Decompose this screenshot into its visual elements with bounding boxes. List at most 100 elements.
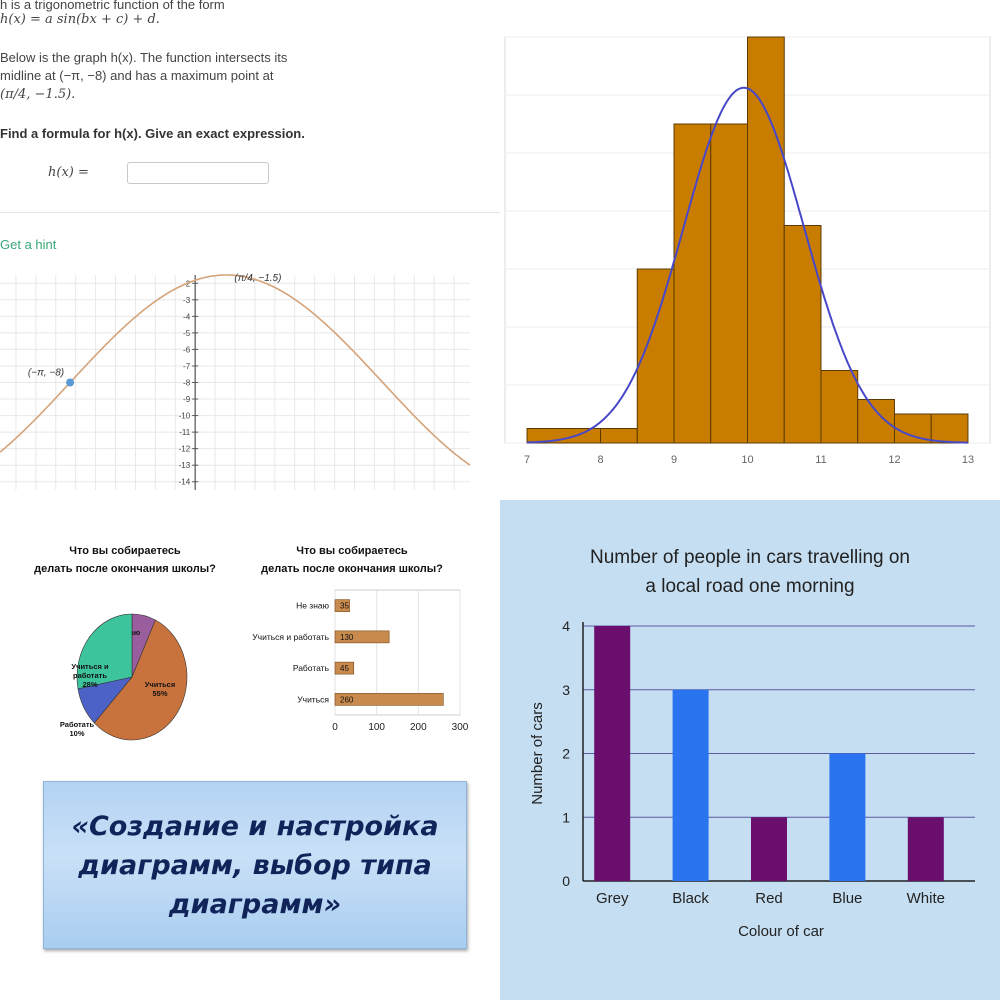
histogram-bar [673,123,712,444]
x-tick-label: Grey [596,890,629,907]
survey-charts: Что вы собираетесь делать после окончания… [34,545,469,741]
hbar-title-line-2: делать после окончания школы? [261,563,443,575]
cars-chart-panel: Number of people in cars travelling on a … [500,500,1000,1000]
question-prompt: Find a formula for h(x). Give an exact e… [0,126,305,141]
y-tick-label: -11 [179,428,191,437]
y-tick-label: 1 [562,809,570,825]
hbar-tick-label: 100 [368,722,385,733]
histogram-bar [857,399,895,444]
chart-title-line-2: a local road one morning [645,576,854,597]
hbar-bar [334,599,350,612]
x-tick-label: 12 [888,454,900,466]
hbar-category-label: Не знаю [296,601,330,611]
histogram-bar [820,370,859,444]
y-axis-label: Number of cars [529,702,546,805]
banner-text: «Создание и настройка диаграмм, выбор ти… [71,810,439,920]
pie-label: работать [73,671,107,680]
x-tick-label: 13 [962,454,974,466]
bar-blue [829,753,866,881]
histogram-bar [600,428,638,444]
pie-title: Что вы собираетесь [69,545,181,557]
y-tick-label: -14 [179,478,191,487]
pie-slice [76,613,133,690]
pie-title-line-2: делать после окончания школы? [34,563,216,575]
x-tick-label: 10 [741,454,753,466]
description-line-1: Below is the graph h(x). The function in… [0,50,288,65]
trig-problem-panel: h is a trigonometric function of the for… [0,0,500,500]
x-tick-label: Blue [832,890,862,907]
hbar-bar [334,661,355,675]
hbar-value-label: 35 [340,602,349,611]
y-tick-label: 3 [562,682,570,698]
hbar-tick-label: 200 [410,722,427,733]
pie-label: 10% [69,729,84,738]
sine-graph: -2-3-4-5-6-7-8-9-10-11-12-13-14(−π, −8)(… [0,273,471,490]
answer-label: h(x) = [48,165,89,180]
y-tick-label: -9 [183,395,191,404]
x-tick-label: Red [755,890,783,907]
bar-black [672,689,709,881]
midline-point-label: (−π, −8) [28,368,64,379]
y-tick-label: -8 [183,379,191,388]
hbar-bar [334,630,390,644]
hbar-value-label: 130 [340,633,354,642]
y-tick-label: -4 [183,312,191,321]
answer-input[interactable] [127,162,269,184]
y-tick-label: 2 [562,746,570,762]
bar-grey [594,626,631,881]
y-tick-label: -3 [183,296,191,305]
x-tick-label: 8 [597,454,603,466]
y-tick-label: -7 [183,362,191,371]
midline-point [66,378,75,387]
description-line-2: midline at (−π, −8) and has a maximum po… [0,68,274,83]
histogram-bar [710,123,748,444]
hbar-value-label: 45 [340,664,349,673]
cars-bar-chart: Number of people in cars travelling on a … [500,500,1000,1000]
hbar-value-label: 260 [340,695,354,704]
hbar-category-label: Учиться и работать [252,632,329,642]
histogram-bar [930,413,969,444]
hbar-tick-label: 300 [452,722,469,733]
y-tick-label: -13 [179,461,191,470]
pie-slice [93,619,188,741]
bar-white [907,817,944,881]
histogram-panel: 7 8 9 10 11 12 13 [500,0,1000,500]
y-tick-label: 4 [562,618,570,634]
y-tick-label: -6 [183,345,191,354]
bar-red [751,817,787,881]
function-form: h(x) = a sin(bx + c) + d. [0,12,160,27]
pie-label: 55% [152,689,167,698]
y-tick-label: -12 [179,445,191,454]
y-tick-label: -5 [183,329,191,338]
x-tick-label: 7 [524,454,530,466]
hbar-tick-label: 0 [332,722,338,733]
x-tick-label: White [907,890,945,907]
get-hint-link[interactable]: Get a hint [0,237,57,252]
chart-title: Number of people in cars travelling on [590,547,910,568]
y-tick-label: -10 [179,412,191,421]
x-tick-label: Black [672,890,709,907]
lesson-title-banner: «Создание и настройка диаграмм, выбор ти… [43,781,467,949]
hbar-bar [334,693,444,706]
y-tick-label: 0 [562,873,570,889]
sine-curve [0,274,471,466]
normal-curve [526,86,968,444]
divider [0,212,500,213]
max-point-label: (π/4, −1.5) [234,273,281,284]
histogram-bar [747,36,785,444]
pie-label: 28% [82,680,97,689]
intro-text: h is a trigonometric function of the for… [0,0,225,12]
survey-panel: Что вы собираетесь делать после окончания… [0,500,500,1000]
histogram-chart: 7 8 9 10 11 12 13 [504,36,991,466]
pie-label: Учиться и [71,662,109,671]
hbar-category-label: Работать [293,663,330,673]
x-tick-label: 9 [671,454,677,466]
hbar-category-label: Учиться [297,694,329,704]
max-point-text: (π/4, −1.5). [0,87,76,102]
x-axis-label: Colour of car [738,923,824,940]
hbar-title: Что вы собираетесь [296,545,408,557]
histogram-bar [783,225,822,444]
x-tick-label: 11 [815,454,826,466]
pie-label: Учиться [145,680,175,689]
pie-label: Работать [60,720,95,729]
